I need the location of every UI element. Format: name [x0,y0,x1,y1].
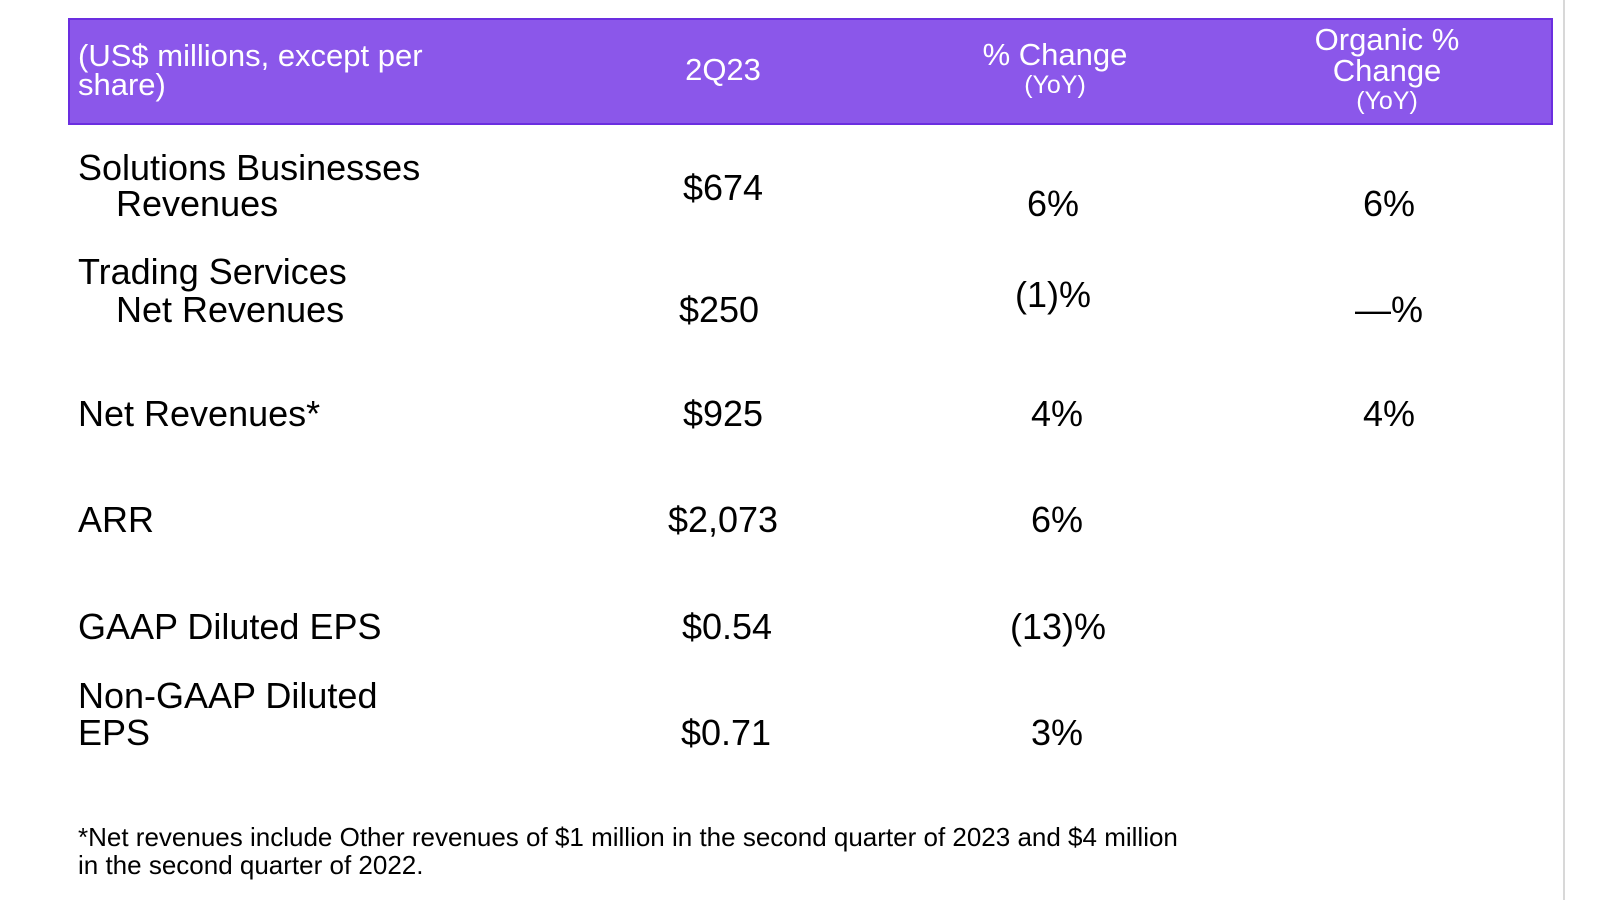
row-label: Solutions Businesses [78,147,421,188]
row-label: Non-GAAP Diluted [78,675,378,716]
row-change: (1)% [1014,274,1092,315]
header-units: (US$ millions, except per [78,38,423,73]
row-change: 6% [1026,183,1080,224]
row-label: GAAP Diluted EPS [78,606,382,647]
row-label: Trading Services [78,251,347,292]
header-change-sub: (YoY) [1024,71,1086,99]
row-change: 3% [1030,712,1084,753]
header-organic-line2: Change [1332,53,1442,88]
header-units-line2: share) [78,67,166,102]
table-header [68,18,1553,125]
header-organic-sub: (YoY) [1356,87,1418,115]
row-label: Net Revenues* [78,393,321,434]
row-label-line2: EPS [78,712,151,753]
row-organic: 4% [1362,393,1416,434]
row-organic: 6% [1362,183,1416,224]
header-period: 2Q23 [685,52,761,87]
row-label-line2: Revenues [116,183,279,224]
row-change: 6% [1030,499,1084,540]
row-value: $0.54 [681,606,773,647]
row-value: $925 [682,393,764,434]
row-value: $250 [678,289,760,330]
footnote-line2: in the second quarter of 2022. [78,850,424,880]
row-value: $674 [682,167,764,208]
header-organic: Organic % [1314,22,1460,57]
row-label: ARR [78,499,155,540]
row-value: $2,073 [667,499,779,540]
divider [1563,0,1565,900]
footnote: *Net revenues include Other revenues of … [78,822,1178,852]
row-value: $0.71 [680,712,772,753]
row-label-line2: Net Revenues [116,289,345,330]
header-change: % Change [982,37,1128,72]
row-change: 4% [1030,393,1084,434]
row-organic: —% [1354,289,1424,330]
row-change: (13)% [1009,606,1107,647]
